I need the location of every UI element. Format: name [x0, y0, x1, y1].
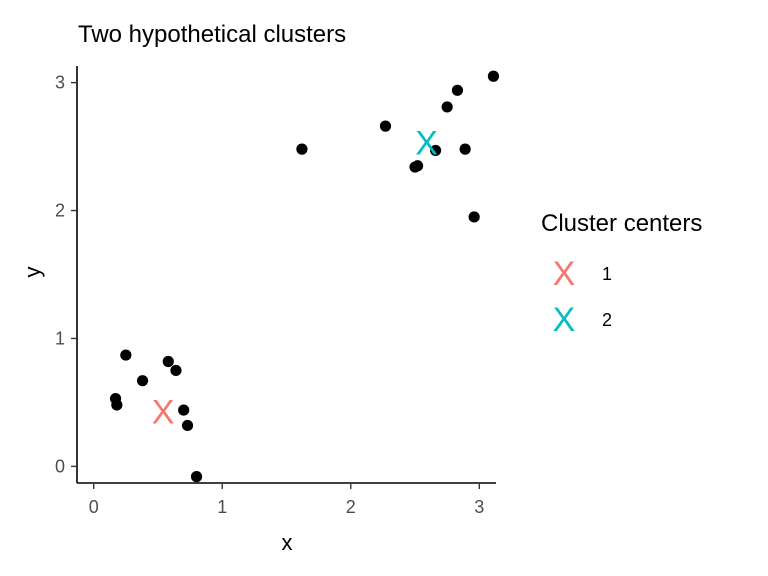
x-axis-ticks: 0 1 2 3	[89, 483, 484, 517]
legend-items: X 1X 2	[553, 255, 612, 339]
cluster-center-marker: X	[152, 393, 175, 431]
data-point	[468, 211, 480, 223]
data-point	[190, 471, 203, 483]
data-point	[296, 143, 308, 155]
legend-title: Cluster centers	[541, 210, 702, 237]
legend: Cluster centers X 1X 2	[541, 210, 702, 339]
data-point	[441, 101, 453, 113]
x-axis-title: x	[282, 530, 293, 555]
x-tick-label: 0	[89, 497, 99, 517]
legend-symbol: X	[553, 255, 576, 293]
data-point	[379, 120, 392, 132]
y-axis-title: y	[20, 267, 45, 278]
data-point	[411, 160, 424, 172]
data-point	[487, 70, 500, 82]
data-point	[429, 144, 442, 157]
y-tick-label: 0	[55, 456, 65, 476]
data-point	[178, 404, 190, 416]
x-tick-label: 3	[474, 497, 484, 517]
data-point	[451, 84, 464, 96]
cluster-center-marker: X	[415, 125, 438, 163]
legend-symbol: X	[553, 301, 576, 339]
data-point	[459, 143, 471, 155]
y-axis-ticks: 0 1 2 3	[55, 73, 77, 476]
chart-title: Two hypothetical clusters	[78, 21, 346, 48]
data-point	[120, 349, 132, 361]
data-point	[181, 419, 194, 432]
y-tick-label: 2	[55, 201, 65, 221]
x-tick-label: 2	[346, 497, 356, 517]
data-point	[111, 399, 123, 411]
legend-label: 1	[602, 264, 612, 284]
legend-label: 2	[602, 310, 612, 330]
points-layer	[109, 70, 500, 483]
data-point	[162, 355, 174, 368]
y-tick-label: 3	[55, 73, 65, 93]
centers-layer: XX	[152, 125, 438, 432]
y-tick-label: 1	[55, 328, 65, 348]
data-point	[170, 364, 182, 377]
data-point	[136, 375, 149, 387]
x-tick-label: 1	[217, 497, 227, 517]
